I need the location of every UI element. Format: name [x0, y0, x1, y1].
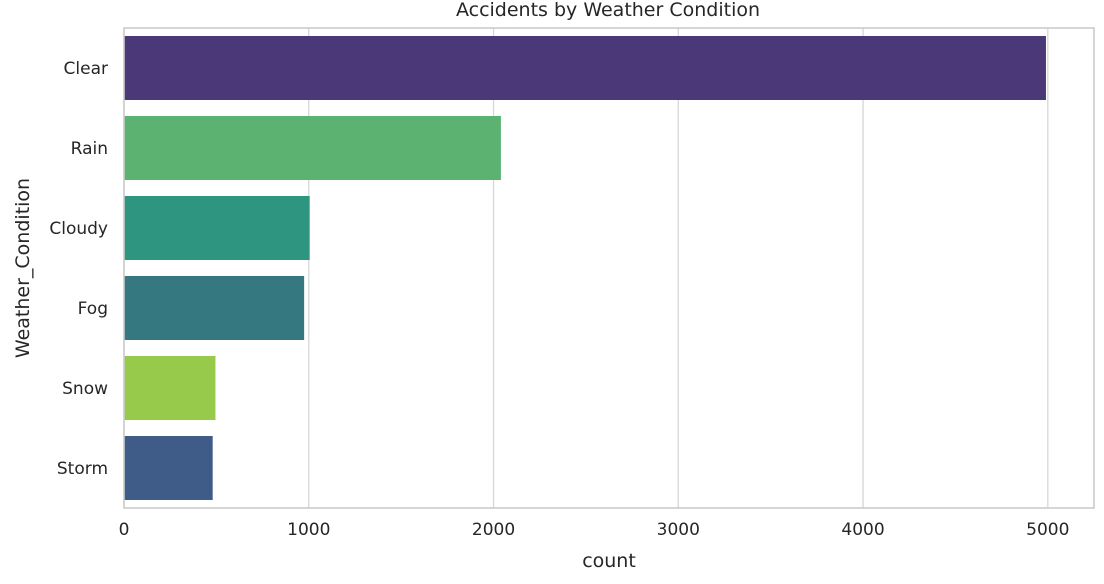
y-tick-label: Fog [78, 299, 108, 319]
x-tick-label: 2000 [472, 520, 515, 540]
x-tick-labels: 0 1000 2000 3000 4000 5000 [119, 520, 1070, 540]
x-axis-label: count [582, 550, 636, 572]
y-tick-label: Storm [57, 459, 108, 479]
bar-cloudy [124, 196, 310, 260]
y-axis-label: Weather_Condition [12, 178, 34, 358]
x-tick-label: 4000 [841, 520, 884, 540]
chart-title: Accidents by Weather Condition [456, 0, 760, 21]
bar-fog [124, 276, 305, 340]
x-tick-label: 3000 [657, 520, 700, 540]
bar-snow [124, 356, 216, 420]
y-tick-label: Clear [64, 59, 108, 79]
y-tick-label: Cloudy [49, 219, 108, 239]
x-tick-label: 1000 [287, 520, 330, 540]
bar-storm [124, 436, 213, 500]
plot-frame [123, 27, 1095, 509]
x-tick-label: 5000 [1026, 520, 1069, 540]
bar-clear [124, 36, 1046, 100]
bar-rain [124, 116, 501, 180]
bars [124, 36, 1046, 500]
y-tick-label: Snow [62, 379, 108, 399]
x-tick-label: 0 [119, 520, 130, 540]
y-tick-labels: Clear Rain Cloudy Fog Snow Storm [49, 59, 108, 479]
y-tick-label: Rain [71, 139, 108, 159]
